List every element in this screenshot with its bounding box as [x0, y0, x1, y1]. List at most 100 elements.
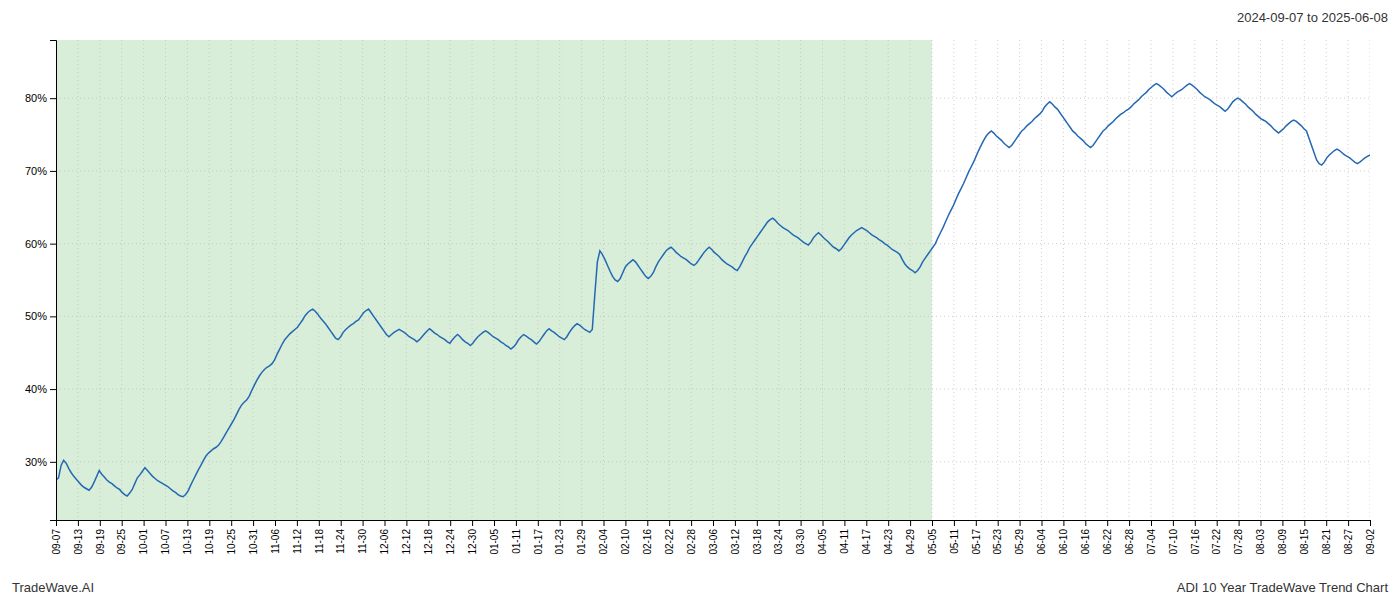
x-tick-label: 03-06 — [708, 529, 719, 555]
x-tick-mark — [735, 520, 736, 526]
x-tick-mark — [866, 520, 867, 526]
footer-annotation: TradeWave.AI — [12, 580, 94, 595]
grid-line-x — [450, 40, 451, 520]
y-tick-mark — [50, 462, 56, 463]
x-tick-mark — [954, 520, 955, 526]
x-tick-label: 06-10 — [1058, 529, 1069, 555]
footer-annotation: ADI 10 Year TradeWave Trend Chart — [1177, 580, 1389, 595]
grid-line-x — [1129, 40, 1130, 520]
x-tick-label: 12-24 — [445, 529, 456, 555]
y-axis: 30%40%50%60%70%80% — [25, 41, 57, 521]
grid-line-x — [1238, 40, 1239, 520]
x-tick: 05-05 — [927, 520, 938, 555]
x-tick: 04-29 — [905, 520, 916, 555]
x-tick-mark — [297, 520, 298, 526]
x-tick-label: 10-31 — [248, 529, 259, 555]
grid-line-x — [1063, 40, 1064, 520]
x-tick-mark — [560, 520, 561, 526]
grid — [56, 40, 1370, 520]
x-tick-mark — [319, 520, 320, 526]
x-tick-label: 06-28 — [1124, 529, 1135, 555]
x-tick: 10-25 — [226, 520, 237, 555]
x-tick-label: 02-16 — [642, 529, 653, 555]
grid-line-x — [515, 40, 516, 520]
y-tick-mark — [50, 389, 56, 390]
x-tick: 07-04 — [1146, 520, 1157, 555]
x-tick-mark — [472, 520, 473, 526]
x-tick-mark — [1304, 520, 1305, 526]
x-tick: 03-24 — [773, 520, 784, 555]
x-tick: 03-30 — [795, 520, 806, 555]
x-tick-label: 05-29 — [1014, 529, 1025, 555]
x-tick: 10-13 — [182, 520, 193, 555]
x-tick: 01-11 — [511, 520, 522, 554]
grid-line-x — [1107, 40, 1108, 520]
grid-line-x — [1151, 40, 1152, 520]
x-tick-mark — [1239, 520, 1240, 526]
x-tick-label: 09-25 — [116, 529, 127, 555]
y-tick: 70% — [25, 165, 56, 177]
grid-line-x — [537, 40, 538, 520]
y-tick-label: 70% — [25, 165, 47, 177]
x-tick-mark — [1348, 520, 1349, 526]
x-tick-label: 09-19 — [95, 529, 106, 555]
grid-line-x — [318, 40, 319, 520]
grid-line-x — [910, 40, 911, 520]
grid-line-x — [1194, 40, 1195, 520]
grid-line-x — [844, 40, 845, 520]
x-tick: 10-19 — [204, 520, 215, 555]
grid-line-x — [800, 40, 801, 520]
x-tick: 05-17 — [971, 520, 982, 555]
grid-line-y — [56, 170, 1370, 171]
grid-line-x — [581, 40, 582, 520]
x-tick-label: 08-15 — [1299, 529, 1310, 555]
grid-line-x — [625, 40, 626, 520]
x-tick-label: 06-22 — [1102, 529, 1113, 555]
grid-line-x — [472, 40, 473, 520]
x-tick-label: 01-11 — [511, 529, 522, 554]
x-tick-mark — [1195, 520, 1196, 526]
x-tick-mark — [582, 520, 583, 526]
x-tick: 11-30 — [357, 520, 368, 554]
x-tick: 07-10 — [1168, 520, 1179, 555]
plot-area — [56, 40, 1370, 520]
x-tick: 08-15 — [1299, 520, 1310, 555]
grid-line-x — [143, 40, 144, 520]
x-tick-mark — [450, 520, 451, 526]
x-tick-label: 05-23 — [992, 529, 1003, 555]
x-tick: 01-17 — [533, 520, 544, 555]
grid-line-x — [713, 40, 714, 520]
x-tick: 02-04 — [598, 520, 609, 555]
x-tick-mark — [910, 520, 911, 526]
x-tick-label: 11-06 — [270, 529, 281, 554]
x-tick-mark — [385, 520, 386, 526]
x-tick-mark — [669, 520, 670, 526]
x-tick-label: 02-22 — [664, 529, 675, 555]
x-tick-label: 04-05 — [817, 529, 828, 555]
grid-line-x — [1216, 40, 1217, 520]
x-tick: 11-18 — [314, 520, 325, 554]
x-tick: 06-28 — [1124, 520, 1135, 555]
x-tick: 05-11 — [949, 520, 960, 554]
y-axis-line — [50, 41, 57, 521]
grid-line-x — [953, 40, 954, 520]
y-tick: 50% — [25, 310, 56, 322]
x-tick-mark — [1107, 520, 1108, 526]
x-tick: 01-29 — [576, 520, 587, 555]
grid-line-x — [691, 40, 692, 520]
y-tick-mark — [50, 244, 56, 245]
grid-line-x — [275, 40, 276, 520]
x-tick: 05-29 — [1014, 520, 1025, 555]
x-axis: 09-0709-1309-1909-2510-0110-0710-1310-19… — [51, 520, 1376, 555]
y-tick-label: 30% — [25, 456, 47, 468]
grid-line-x — [1260, 40, 1261, 520]
x-tick-mark — [779, 520, 780, 526]
x-tick-mark — [231, 520, 232, 526]
x-tick: 12-12 — [401, 520, 412, 555]
x-tick: 11-24 — [335, 520, 346, 554]
x-axis-line — [57, 521, 1371, 527]
x-tick-mark — [1042, 520, 1043, 526]
x-tick-label: 01-23 — [554, 529, 565, 555]
x-tick-mark — [406, 520, 407, 526]
x-tick: 06-22 — [1102, 520, 1113, 555]
